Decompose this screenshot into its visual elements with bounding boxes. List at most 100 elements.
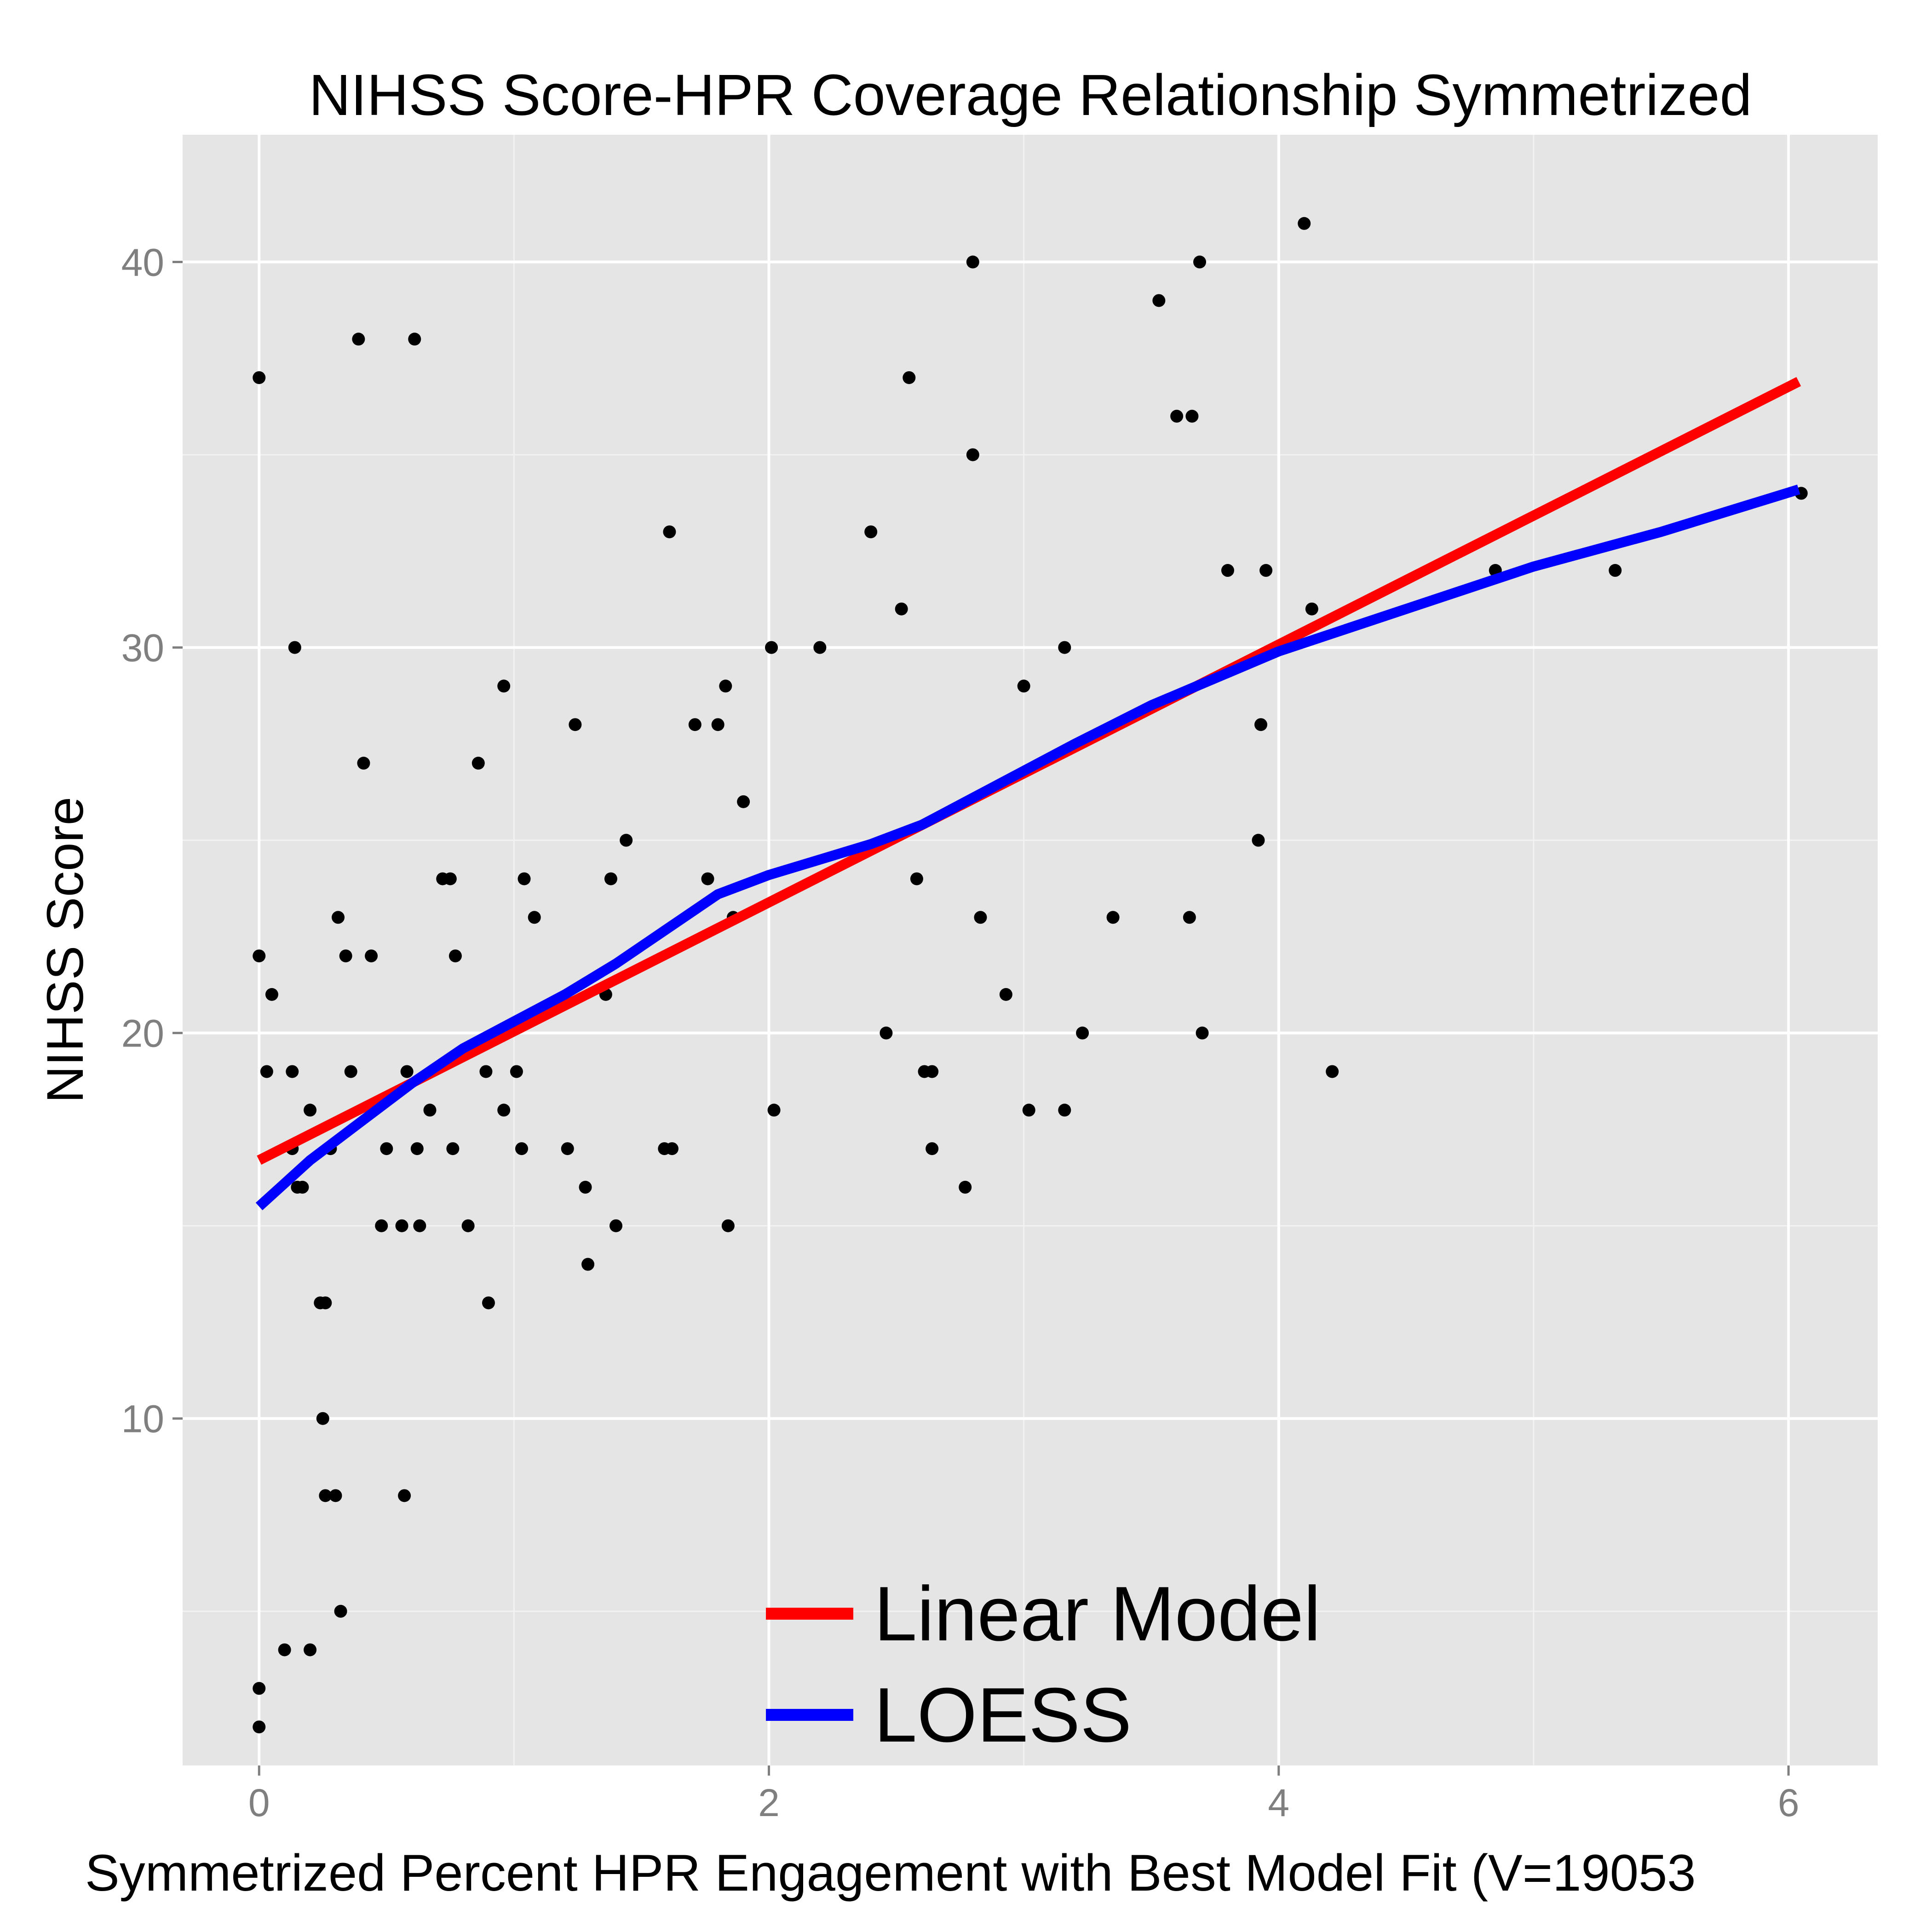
data-point bbox=[1106, 911, 1120, 924]
data-point bbox=[765, 641, 778, 654]
data-point bbox=[581, 1258, 595, 1271]
data-point bbox=[579, 1180, 592, 1194]
data-point bbox=[711, 718, 724, 731]
data-point bbox=[1058, 641, 1071, 654]
data-point bbox=[518, 872, 531, 886]
data-point bbox=[1170, 409, 1184, 423]
data-point bbox=[365, 949, 378, 963]
data-point bbox=[561, 1142, 574, 1156]
data-point bbox=[329, 1489, 342, 1502]
data-point bbox=[1196, 1026, 1209, 1040]
data-point bbox=[1221, 564, 1234, 577]
data-point bbox=[319, 1489, 332, 1502]
x-tick-label: 0 bbox=[248, 1781, 270, 1824]
data-point bbox=[903, 371, 916, 384]
data-point bbox=[395, 1219, 408, 1232]
data-point bbox=[880, 1026, 893, 1040]
data-point bbox=[1152, 294, 1166, 307]
data-point bbox=[510, 1065, 523, 1078]
data-point bbox=[288, 641, 301, 654]
data-point bbox=[926, 1142, 939, 1156]
data-point bbox=[895, 602, 908, 615]
data-point bbox=[319, 1296, 332, 1310]
y-tick-label: 30 bbox=[121, 627, 164, 670]
data-point bbox=[1058, 1104, 1071, 1117]
data-point bbox=[479, 1065, 493, 1078]
data-point bbox=[966, 255, 979, 269]
data-point bbox=[1252, 834, 1265, 847]
x-axis-title: Symmetrized Percent HPR Engagement with … bbox=[85, 1844, 1696, 1902]
data-point bbox=[1185, 409, 1199, 423]
data-point bbox=[332, 911, 345, 924]
data-point bbox=[926, 1065, 939, 1078]
x-tick-label: 2 bbox=[758, 1781, 780, 1824]
data-point bbox=[443, 872, 457, 886]
data-point bbox=[304, 1104, 317, 1117]
data-point bbox=[253, 1682, 266, 1695]
data-points bbox=[253, 217, 1808, 1734]
data-point bbox=[446, 1142, 460, 1156]
data-point bbox=[260, 1065, 273, 1078]
data-point bbox=[352, 333, 365, 346]
data-point bbox=[423, 1104, 437, 1117]
x-tick-label: 4 bbox=[1268, 1781, 1289, 1824]
data-point bbox=[721, 1219, 735, 1232]
data-point bbox=[278, 1643, 291, 1656]
data-point bbox=[1183, 911, 1196, 924]
data-point bbox=[515, 1142, 528, 1156]
y-tick-label: 20 bbox=[121, 1012, 164, 1055]
data-point bbox=[974, 911, 987, 924]
data-point bbox=[1609, 564, 1622, 577]
data-point bbox=[569, 718, 582, 731]
data-point bbox=[253, 371, 266, 384]
x-tick-label: 6 bbox=[1778, 1781, 1800, 1824]
data-point bbox=[1305, 602, 1318, 615]
fit-lines bbox=[255, 377, 1801, 1210]
y-axis-title: NIHSS Score bbox=[36, 797, 94, 1103]
data-point bbox=[1254, 718, 1267, 731]
data-point bbox=[296, 1180, 309, 1194]
data-point bbox=[334, 1604, 347, 1618]
minor-gridlines bbox=[183, 135, 1878, 1765]
data-point bbox=[413, 1219, 426, 1232]
data-point bbox=[999, 988, 1012, 1001]
data-point bbox=[408, 333, 421, 346]
data-point bbox=[719, 679, 732, 693]
data-point bbox=[864, 525, 878, 539]
data-point bbox=[610, 1219, 623, 1232]
data-point bbox=[1326, 1065, 1339, 1078]
data-point bbox=[497, 679, 511, 693]
data-point bbox=[1193, 255, 1206, 269]
data-point bbox=[400, 1065, 414, 1078]
data-point bbox=[1022, 1104, 1035, 1117]
legend: Linear Model LOESS bbox=[766, 1570, 1321, 1758]
data-point bbox=[398, 1489, 411, 1502]
data-point bbox=[316, 1412, 329, 1425]
data-point bbox=[620, 834, 633, 847]
data-point bbox=[1259, 564, 1273, 577]
data-point bbox=[344, 1065, 357, 1078]
data-point bbox=[375, 1219, 388, 1232]
data-point bbox=[253, 949, 266, 963]
chart-title: NIHSS Score-HPR Coverage Relationship Sy… bbox=[309, 63, 1752, 127]
data-point bbox=[767, 1104, 781, 1117]
data-point bbox=[304, 1643, 317, 1656]
data-point bbox=[380, 1142, 393, 1156]
data-point bbox=[1017, 679, 1030, 693]
data-point bbox=[461, 1219, 475, 1232]
data-point bbox=[339, 949, 352, 963]
data-point bbox=[482, 1296, 495, 1310]
legend-label-loess: LOESS bbox=[874, 1672, 1132, 1758]
data-point bbox=[410, 1142, 424, 1156]
data-point bbox=[286, 1065, 299, 1078]
data-point bbox=[604, 872, 617, 886]
data-point bbox=[910, 872, 923, 886]
data-point bbox=[472, 757, 485, 770]
data-point bbox=[688, 718, 702, 731]
data-point bbox=[663, 525, 676, 539]
legend-label-linear-model: Linear Model bbox=[874, 1570, 1321, 1657]
axes: 0 2 4 6 10 20 30 40 bbox=[121, 241, 1800, 1824]
data-point bbox=[253, 1720, 266, 1734]
major-gridlines bbox=[183, 135, 1878, 1765]
